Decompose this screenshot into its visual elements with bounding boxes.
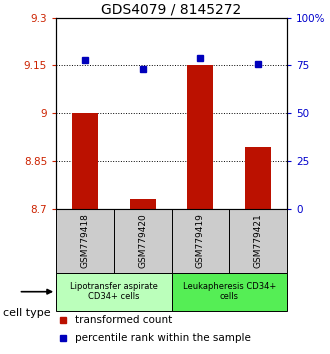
Bar [130,199,156,209]
Text: GSM779420: GSM779420 [138,213,147,268]
Text: transformed count: transformed count [75,315,172,325]
Title: GDS4079 / 8145272: GDS4079 / 8145272 [102,2,242,17]
Bar [245,147,271,209]
Text: percentile rank within the sample: percentile rank within the sample [75,333,250,343]
Bar [187,65,214,209]
FancyBboxPatch shape [172,209,229,273]
Text: GSM779419: GSM779419 [196,213,205,268]
FancyBboxPatch shape [229,209,287,273]
FancyBboxPatch shape [114,209,172,273]
FancyBboxPatch shape [56,273,172,311]
Text: GSM779421: GSM779421 [254,213,263,268]
Text: Lipotransfer aspirate
CD34+ cells: Lipotransfer aspirate CD34+ cells [70,282,158,301]
Text: GSM779418: GSM779418 [81,213,89,268]
Bar [72,113,98,209]
FancyBboxPatch shape [56,209,114,273]
Text: Leukapheresis CD34+
cells: Leukapheresis CD34+ cells [183,282,276,301]
Text: cell type: cell type [3,308,51,318]
FancyBboxPatch shape [172,273,287,311]
